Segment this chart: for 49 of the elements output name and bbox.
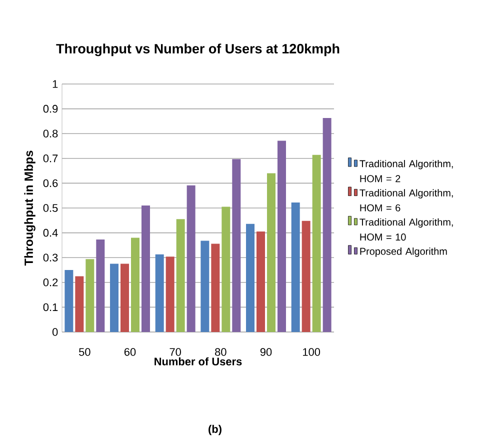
y-tick-label: 0.6	[43, 179, 58, 188]
legend-label: Traditional Algorithm, HOM = 10	[360, 218, 453, 241]
x-tick-label: 100	[303, 348, 320, 356]
text: (b)	[208, 424, 222, 436]
bar	[86, 259, 94, 332]
y-tick-label: 1	[52, 80, 58, 88]
bar	[120, 264, 130, 332]
bar	[166, 256, 174, 332]
chart-title: Throughput vs Number of Users at 120kmph	[56, 44, 340, 56]
bar	[176, 219, 185, 332]
x-tick-label: 80	[215, 348, 226, 356]
bar	[141, 206, 150, 332]
y-tick-label: 0	[52, 328, 58, 336]
y-tick-label: 0.4	[43, 228, 58, 237]
x-axis-title: Number of Users	[154, 357, 242, 366]
bar	[267, 173, 276, 332]
bar	[211, 244, 220, 332]
y-tick-label: 0.1	[43, 303, 58, 312]
y-axis-title: Throughput in Mbps	[24, 150, 36, 266]
bar	[277, 140, 286, 332]
bar	[186, 185, 196, 332]
legend-label: Proposed Algorithm	[360, 248, 447, 257]
bar	[75, 276, 84, 332]
bar	[130, 238, 140, 332]
bar	[302, 220, 310, 332]
bar	[96, 239, 105, 332]
bar	[110, 264, 119, 332]
y-tick-label: 0.5	[43, 204, 58, 212]
bar	[155, 254, 164, 332]
y-tick-label: 0.7	[43, 154, 58, 162]
bar	[200, 240, 210, 332]
x-tick-label: 60	[124, 348, 136, 356]
bar	[222, 206, 230, 332]
legend-label: Traditional Algorithm, HOM = 2	[360, 160, 453, 182]
bar	[312, 154, 321, 332]
bar	[256, 232, 266, 332]
legend-label: Traditional Algorithm, HOM = 6	[360, 189, 453, 212]
bar	[232, 159, 241, 332]
y-tick-label: 0.2	[43, 278, 58, 286]
bar	[64, 270, 74, 332]
y-tick-label: 0.9	[43, 104, 58, 113]
x-tick-label: 90	[260, 348, 272, 356]
bar	[291, 202, 300, 332]
x-tick-label: 70	[170, 348, 181, 356]
y-tick-label: 0.8	[43, 130, 58, 138]
x-tick-label: 50	[79, 348, 90, 356]
y-tick-label: 0.3	[43, 254, 58, 262]
bar	[322, 118, 332, 332]
bar	[246, 224, 255, 332]
